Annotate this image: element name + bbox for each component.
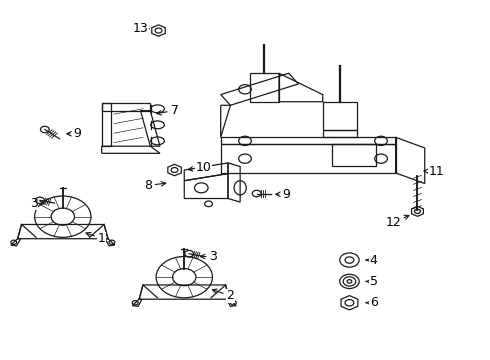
Text: 2: 2 bbox=[212, 289, 234, 302]
Text: 1: 1 bbox=[86, 232, 106, 245]
Text: 13: 13 bbox=[133, 22, 149, 35]
Text: 9: 9 bbox=[276, 188, 290, 201]
Text: 11: 11 bbox=[424, 165, 445, 177]
Text: 3: 3 bbox=[30, 197, 44, 210]
Text: 10: 10 bbox=[188, 161, 212, 174]
Text: 7: 7 bbox=[157, 104, 178, 117]
Text: 4: 4 bbox=[366, 253, 378, 266]
Text: 3: 3 bbox=[200, 250, 218, 263]
Text: 12: 12 bbox=[385, 215, 409, 229]
Text: 5: 5 bbox=[366, 275, 378, 288]
Text: 6: 6 bbox=[366, 296, 378, 309]
Text: 9: 9 bbox=[67, 127, 81, 140]
Text: 8: 8 bbox=[144, 179, 166, 192]
